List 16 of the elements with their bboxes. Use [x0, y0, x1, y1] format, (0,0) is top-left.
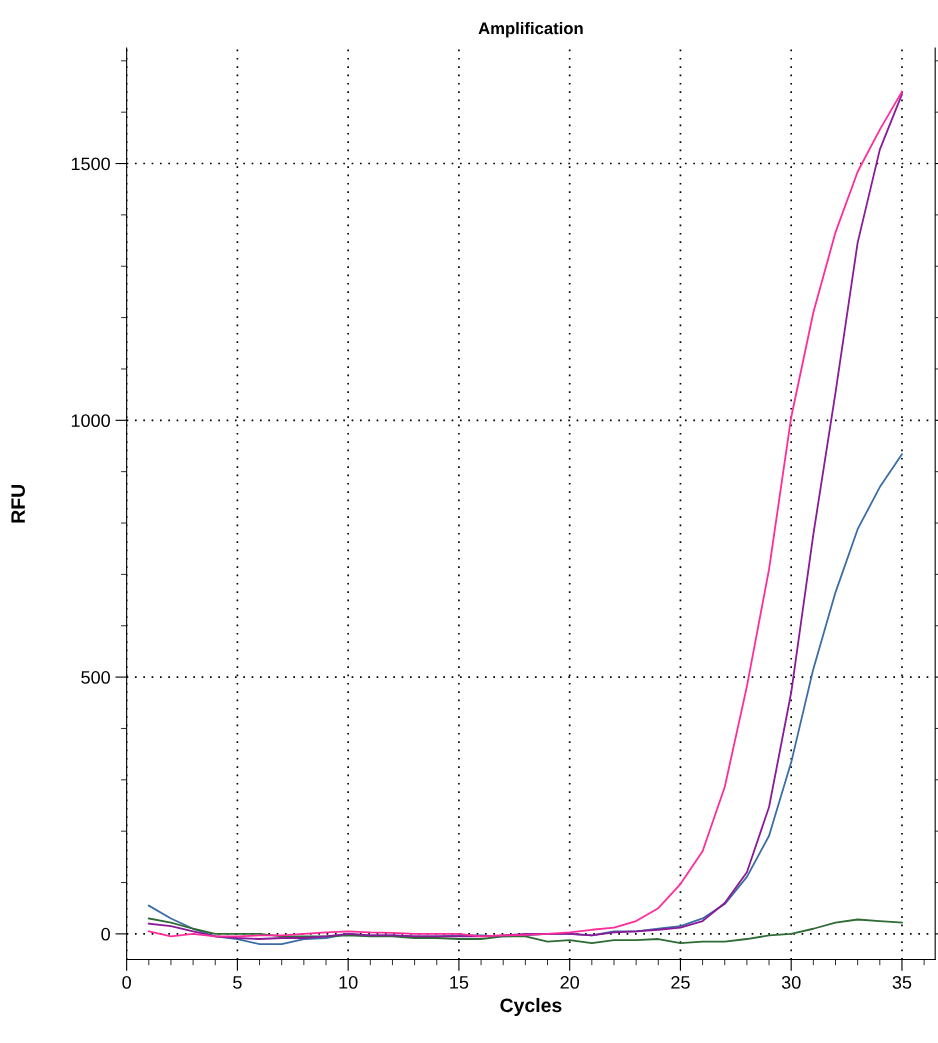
- y-tick-label: 1500: [71, 157, 110, 171]
- y-tick-label: 0: [101, 927, 110, 941]
- x-axis-title: Cycles: [500, 997, 562, 1017]
- x-tick-label: 15: [450, 976, 469, 989]
- x-tick-label: 35: [892, 976, 912, 989]
- x-tick-label: 10: [339, 976, 358, 989]
- y-tick-label: 1000: [71, 414, 110, 428]
- chart-title: Amplification: [478, 22, 583, 38]
- x-tick-label: 5: [233, 976, 242, 989]
- y-axis-title: RFU: [11, 484, 25, 523]
- line-series: [147, 917, 903, 945]
- x-tick-label: 30: [781, 976, 801, 989]
- x-tick-label: 25: [671, 976, 690, 989]
- x-tick-label: 0: [122, 976, 131, 989]
- y-tick-label: 500: [81, 671, 110, 684]
- x-tick-label: 20: [560, 976, 580, 989]
